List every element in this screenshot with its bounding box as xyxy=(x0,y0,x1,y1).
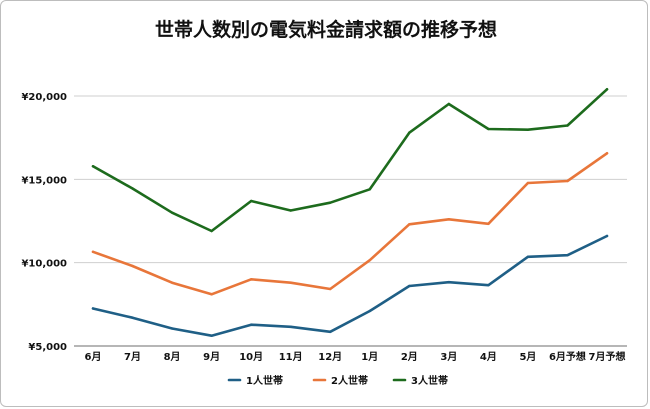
data-point xyxy=(447,218,451,221)
series-3 xyxy=(91,88,609,233)
data-point xyxy=(329,330,332,334)
data-point xyxy=(368,258,371,262)
x-tick-label: 9月 xyxy=(203,351,220,363)
data-point xyxy=(249,278,253,281)
legend-label: 1人世帯 xyxy=(246,374,283,387)
data-point xyxy=(487,222,490,226)
data-point xyxy=(329,287,332,291)
data-point xyxy=(408,284,411,288)
series-line xyxy=(91,152,609,296)
data-point xyxy=(210,229,213,233)
data-point xyxy=(605,234,609,238)
x-tick-label: 5月 xyxy=(519,351,536,363)
legend-label: 2人世帯 xyxy=(331,374,368,387)
data-point xyxy=(526,181,530,185)
data-point xyxy=(289,325,292,329)
data-point xyxy=(329,201,332,204)
data-point xyxy=(447,102,451,106)
chart-title: 世帯人数別の電気料金請求額の推移予想 xyxy=(155,18,497,41)
data-point xyxy=(408,131,411,134)
data-point xyxy=(91,307,95,310)
data-point xyxy=(249,323,253,326)
x-tick-label: 3月 xyxy=(440,351,457,363)
x-tick-label: 11月 xyxy=(279,351,303,363)
data-point xyxy=(566,179,569,183)
data-point xyxy=(91,250,95,254)
legend-item: 3人世帯 xyxy=(392,374,448,387)
data-point xyxy=(91,165,95,168)
data-point xyxy=(368,188,371,191)
series-layer xyxy=(91,88,609,338)
data-point xyxy=(526,128,530,131)
x-tick-label: 7月予想 xyxy=(589,350,626,363)
axis-labels: ¥5,000 ¥10,000 ¥15,000 ¥20,000 6月 7月 8月 9月 10月 11… xyxy=(21,92,625,363)
data-point xyxy=(487,283,490,287)
series-line xyxy=(91,88,609,233)
y-tick-label: ¥5,000 xyxy=(28,342,67,353)
grid-layer xyxy=(74,95,627,347)
data-point xyxy=(487,127,490,131)
data-point xyxy=(170,327,174,330)
x-tick-label: 8月 xyxy=(164,351,181,363)
legend-item: 1人世帯 xyxy=(227,374,283,387)
series-line xyxy=(91,234,609,338)
x-tick-label: 12月 xyxy=(318,351,342,363)
legend-item: 2人世帯 xyxy=(312,374,368,387)
data-point xyxy=(566,124,569,127)
data-point xyxy=(131,187,134,190)
y-tick-label: ¥20,000 xyxy=(21,92,67,103)
data-point xyxy=(131,316,134,319)
data-point xyxy=(368,309,371,313)
data-point xyxy=(605,152,609,155)
data-point xyxy=(170,281,174,284)
data-point xyxy=(210,293,213,296)
x-tick-label: 4月 xyxy=(480,351,497,363)
y-tick-label: ¥15,000 xyxy=(21,175,67,186)
data-point xyxy=(526,255,530,259)
data-point xyxy=(408,223,411,226)
x-tick-label: 6月予想 xyxy=(549,350,586,363)
data-point xyxy=(170,211,174,214)
x-tick-label: 7月 xyxy=(124,351,141,363)
data-point xyxy=(249,199,253,203)
data-point xyxy=(447,280,451,284)
legend: 1人世帯 2人世帯 3人世帯 xyxy=(227,374,448,387)
data-point xyxy=(289,281,292,284)
x-tick-label: 1月 xyxy=(361,351,378,363)
x-tick-label: 6月 xyxy=(85,351,102,363)
data-point xyxy=(566,253,569,257)
data-point xyxy=(210,334,213,337)
x-tick-label: 2月 xyxy=(401,351,418,363)
data-point xyxy=(605,88,609,91)
y-tick-label: ¥10,000 xyxy=(21,259,67,270)
series-2 xyxy=(91,152,609,296)
data-point xyxy=(289,209,292,212)
legend-label: 3人世帯 xyxy=(411,374,448,387)
x-tick-label: 10月 xyxy=(239,351,263,363)
series-1 xyxy=(91,234,609,338)
data-point xyxy=(131,264,134,268)
